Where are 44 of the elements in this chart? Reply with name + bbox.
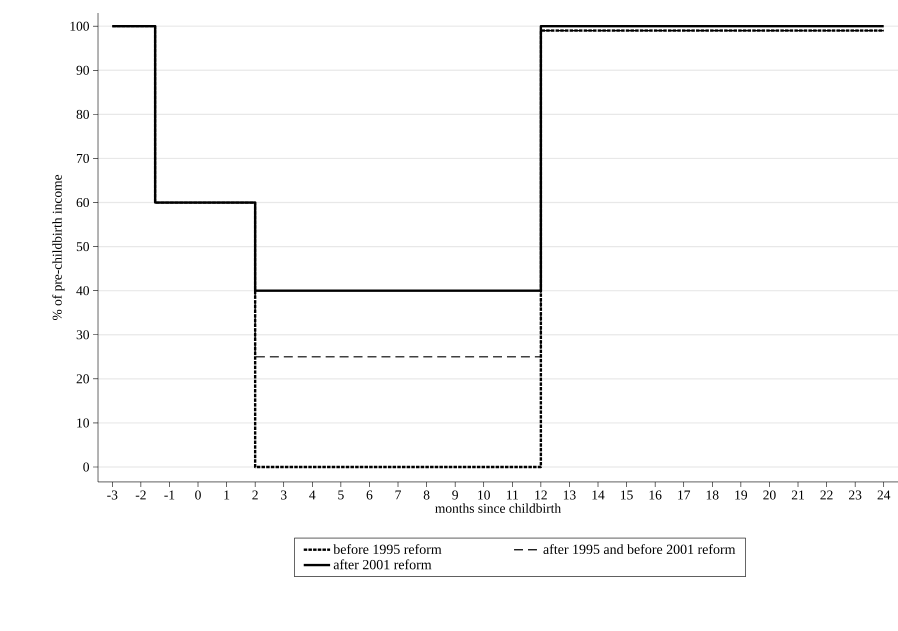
x-tick-label: -3 xyxy=(107,490,118,500)
y-tick-label: 40 xyxy=(76,286,89,296)
x-tick-label: 8 xyxy=(424,490,430,500)
x-tick-label: 11 xyxy=(507,490,518,500)
x-tick-label: 20 xyxy=(763,490,776,500)
y-tick-label: 30 xyxy=(76,330,89,340)
x-tick-label: 3 xyxy=(281,490,287,500)
y-tick-label: 70 xyxy=(76,154,89,163)
x-tick-label: 22 xyxy=(820,490,833,500)
x-tick-label: 2 xyxy=(252,490,258,500)
y-tick-label: 50 xyxy=(76,242,89,252)
y-tick-label: 0 xyxy=(83,462,89,472)
x-tick-label: 17 xyxy=(678,490,690,500)
y-tick-label: 20 xyxy=(76,374,89,384)
legend-label: after 2001 reform xyxy=(334,559,432,570)
y-tick-label: 90 xyxy=(76,66,89,75)
x-tick-label: 24 xyxy=(878,490,890,500)
x-tick-label: 12 xyxy=(535,490,547,500)
legend-label: after 1995 and before 2001 reform xyxy=(543,544,736,554)
x-tick-label: 23 xyxy=(849,490,862,500)
x-tick-label: 13 xyxy=(564,490,576,500)
y-tick-label: 100 xyxy=(70,22,89,31)
x-tick-label: 15 xyxy=(621,490,633,500)
x-tick-label: 6 xyxy=(366,490,372,500)
y-axis-title: % of pre-childbirth income xyxy=(52,174,64,320)
x-tick-label: -1 xyxy=(164,490,174,500)
x-tick-label: -2 xyxy=(136,490,146,500)
x-tick-label: 18 xyxy=(706,490,719,500)
x-tick-label: 4 xyxy=(309,490,316,500)
x-tick-label: 1 xyxy=(224,490,230,500)
x-tick-label: 9 xyxy=(452,490,458,500)
legend-label: before 1995 reform xyxy=(333,544,442,554)
x-tick-label: 16 xyxy=(650,490,662,500)
x-tick-label: 5 xyxy=(338,490,344,500)
x-tick-label: 7 xyxy=(396,490,401,500)
x-tick-label: 19 xyxy=(735,490,748,500)
y-tick-label: 80 xyxy=(76,110,89,119)
x-tick-label: 0 xyxy=(195,490,201,500)
x-axis-title: months since childbirth xyxy=(435,503,561,513)
x-tick-label: 14 xyxy=(592,490,605,500)
x-tick-label: 21 xyxy=(792,490,804,500)
x-tick-label: 10 xyxy=(478,490,490,500)
y-tick-label: 10 xyxy=(77,418,89,428)
y-tick-label: 60 xyxy=(76,198,89,208)
